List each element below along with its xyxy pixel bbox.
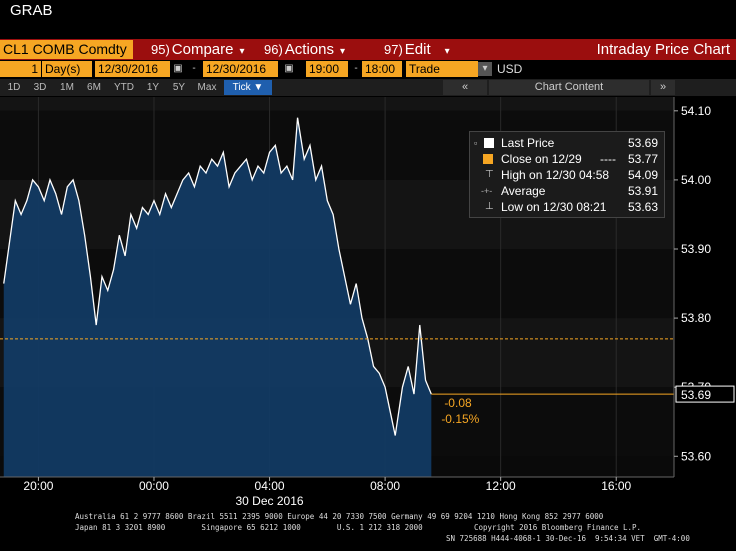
y-tick-label: 53.90 (681, 242, 711, 256)
edit-label: Edit (404, 41, 431, 58)
legend-row-last-price: ▫ Last Price 53.69 (474, 135, 661, 151)
legend-label-average: Average (501, 184, 546, 198)
range-1y-button[interactable]: 1Y (146, 82, 160, 93)
collapse-right-icon[interactable]: » (651, 80, 675, 95)
range-5y-button[interactable]: 5Y (172, 82, 186, 93)
x-tick-label: 08:00 (370, 479, 400, 493)
start-time-field[interactable]: 19:00 (306, 61, 348, 77)
chart-title: Intraday Price Chart (596, 41, 730, 58)
grab-label: GRAB (10, 2, 53, 19)
range-max-button[interactable]: Max (197, 82, 217, 93)
change-pct-annotation: -0.15% (441, 412, 479, 426)
start-calendar-icon[interactable]: ▣ (173, 63, 183, 74)
high-marker-icon: ⊤ (485, 169, 494, 180)
period-unit-field[interactable]: Day(s) (42, 61, 92, 77)
compare-number: 95) (151, 42, 170, 57)
currency-label[interactable]: USD (497, 62, 523, 76)
legend-value-average: 53.91 (627, 184, 658, 198)
compare-chevron-down-icon: ▾ (239, 46, 245, 57)
x-tick-label: 20:00 (23, 479, 53, 493)
y-tick-label: 54.10 (681, 104, 711, 118)
change-annotation: -0.08 (444, 396, 472, 410)
edit-chevron-down-icon: ▾ (444, 46, 450, 57)
x-tick-label: 00:00 (139, 479, 169, 493)
price-line (3, 117, 432, 436)
legend-value-close: 53.77 (627, 152, 658, 166)
edit-menu[interactable]: 97) Edit ▾ (384, 40, 450, 59)
price-area (3, 117, 432, 478)
legend-label-last-price: Last Price (501, 136, 555, 150)
range-ytd-button[interactable]: YTD (114, 82, 134, 93)
chart-content-button[interactable]: Chart Content (489, 80, 649, 95)
end-calendar-icon[interactable]: ▣ (284, 63, 294, 74)
y-axis-panel (674, 97, 736, 507)
legend-row-close: Close on 12/29 ---- 53.77 (475, 151, 661, 167)
y-tick-label: 53.80 (681, 311, 711, 325)
low-marker-icon: ⊥ (485, 201, 494, 212)
footer-session-info: SN 725688 H444-4068-1 30-Dec-16 9:54:34 … (446, 534, 690, 543)
last-price-tag-label: 53.69 (681, 388, 711, 402)
range-tick-button[interactable]: Tick ▼ (224, 80, 272, 95)
legend-square-icon[interactable]: ▫ (474, 138, 478, 148)
end-time-field[interactable]: 18:00 (362, 61, 402, 77)
security-field[interactable]: CL1 COMB Comdty (0, 40, 133, 59)
footer: Australia 61 2 9777 8600 Brazil 5511 239… (0, 507, 736, 551)
x-axis-date-label: 30 Dec 2016 (236, 494, 304, 507)
plot-band (0, 97, 674, 111)
event-chevron-down-icon[interactable]: ▾ (478, 62, 492, 76)
legend-row-high: ⊤ High on 12/30 04:58 54.09 (475, 167, 661, 183)
footer-phone-line: Australia 61 2 9777 8600 Brazil 5511 239… (75, 512, 604, 521)
legend-label-low: Low on 12/30 08:21 (501, 200, 607, 214)
legend-value-low: 53.63 (627, 200, 658, 214)
x-tick-label: 04:00 (255, 479, 285, 493)
footer-phone-line-2: Japan 81 3 3201 8900 Singapore 65 6212 1… (75, 523, 423, 532)
date-separator: - (192, 63, 196, 74)
range-1d-button[interactable]: 1D (7, 82, 21, 93)
compare-menu[interactable]: 95) Compare ▾ (151, 40, 245, 59)
last-price-swatch (484, 138, 494, 148)
start-date-field[interactable]: 12/30/2016 (95, 61, 170, 77)
x-tick-label: 12:00 (486, 479, 516, 493)
y-tick-label: 54.00 (681, 173, 711, 187)
last-price-tag (675, 385, 735, 403)
event-select[interactable]: Trade (406, 61, 478, 77)
legend-close-dashes: ---- (600, 152, 616, 166)
collapse-left-icon[interactable]: « (443, 80, 487, 95)
function-toolbar (0, 39, 736, 60)
legend-label-high: High on 12/30 04:58 (501, 168, 610, 182)
actions-label: Actions (284, 41, 334, 58)
range-3d-button[interactable]: 3D (33, 82, 47, 93)
legend-panel: ▫ Last Price 53.69 Close on 12/29 ---- 5… (469, 131, 665, 218)
edit-number: 97) (384, 42, 403, 57)
end-date-field[interactable]: 12/30/2016 (203, 61, 278, 77)
period-value-field[interactable]: 1 (0, 61, 41, 77)
legend-value-high: 54.09 (627, 168, 658, 182)
range-1m-button[interactable]: 1M (60, 82, 74, 93)
actions-number: 96) (264, 42, 283, 57)
footer-copyright: Copyright 2016 Bloomberg Finance L.P. (474, 523, 642, 532)
actions-menu[interactable]: 96) Actions ▾ (264, 40, 345, 59)
actions-chevron-down-icon: ▾ (340, 46, 346, 57)
range-6m-button[interactable]: 6M (87, 82, 101, 93)
legend-value-last-price: 53.69 (627, 136, 658, 150)
legend-label-close: Close on 12/29 (501, 152, 582, 166)
time-separator: - (354, 63, 358, 74)
x-tick-label: 16:00 (601, 479, 631, 493)
legend-row-average: -+- Average 53.91 (475, 183, 661, 199)
close-swatch (483, 154, 493, 164)
y-tick-label: 53.60 (681, 449, 711, 463)
legend-row-low: ⊥ Low on 12/30 08:21 53.63 (475, 199, 661, 215)
average-marker-icon: -+- (481, 186, 493, 196)
compare-label: Compare (171, 41, 234, 58)
